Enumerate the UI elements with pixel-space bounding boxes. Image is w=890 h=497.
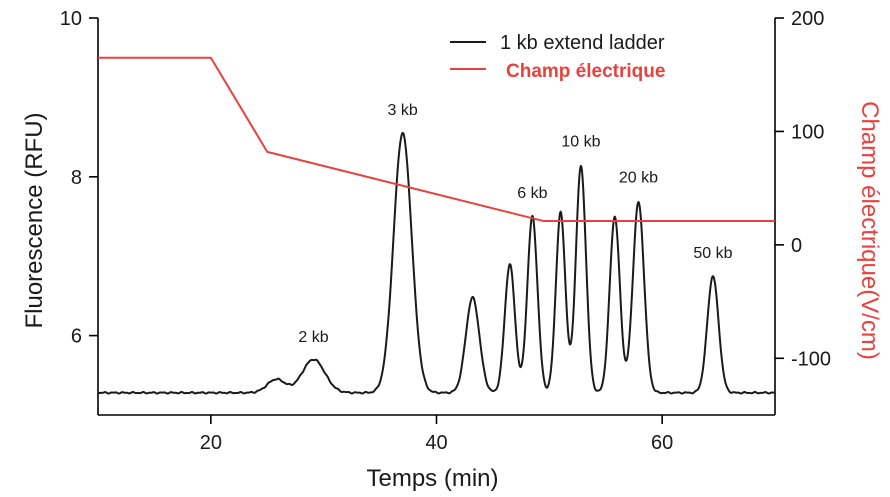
y-tick-label: 10 [60, 8, 82, 30]
legend: 1 kb extend ladder Champ électrique [450, 32, 665, 82]
y-tick-label: 8 [71, 167, 82, 189]
y-tick-label: 6 [71, 326, 82, 348]
y2-tick-label: 100 [791, 121, 824, 143]
y2-axis-title: Champ électrique(V/cm) [856, 101, 883, 360]
axes: 20 40 60 6 8 10 -100 0 100 200 Temps (min) Fluoresc… [21, 8, 883, 492]
legend-label-field: Champ électrique [506, 61, 665, 82]
legend-label-ladder: 1 kb extend ladder [500, 32, 665, 54]
peak-label: 6 kb [517, 185, 547, 202]
peak-label: 20 kb [619, 169, 658, 186]
peak-label: 2 kb [298, 329, 328, 346]
peak-label: 10 kb [561, 134, 600, 151]
electric-field-line [98, 56, 775, 223]
peak-label: 3 kb [388, 102, 418, 119]
y2-tick-label: 200 [791, 8, 824, 30]
peak-label: 50 kb [693, 245, 732, 262]
y-axis-title: Fluorescence (RFU) [21, 112, 48, 328]
annotation-layer: 2 kb 3 kb 6 kb 10 kb 20 kb 50 kb [298, 102, 732, 346]
fluorescence-trace [97, 131, 776, 395]
y2-tick-label: -100 [791, 348, 831, 370]
series-layer [97, 56, 776, 395]
x-tick-label: 20 [200, 432, 222, 454]
x-axis-title: Temps (min) [366, 465, 498, 492]
y2-tick-label: 0 [791, 235, 802, 257]
x-tick-label: 40 [425, 432, 447, 454]
x-tick-label: 60 [651, 432, 673, 454]
